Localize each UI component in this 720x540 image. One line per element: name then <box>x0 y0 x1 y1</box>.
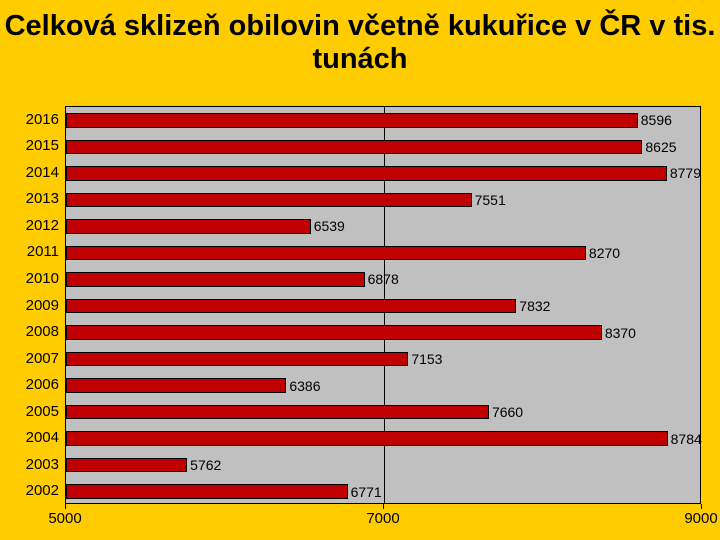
bar-value-label: 7832 <box>519 298 550 314</box>
y-axis-label: 2003 <box>10 456 59 473</box>
bar <box>66 484 348 499</box>
bar <box>66 378 286 393</box>
bar-value-label: 6771 <box>351 484 382 500</box>
bar <box>66 219 311 234</box>
y-axis-label: 2016 <box>10 111 59 128</box>
chart-title: Celková sklizeň obilovin včetně kukuřice… <box>0 10 720 77</box>
x-tick-mark <box>65 504 66 509</box>
y-axis-label: 2005 <box>10 403 59 420</box>
bar-value-label: 8370 <box>605 325 636 341</box>
y-axis-label: 2002 <box>10 482 59 499</box>
y-axis-label: 2014 <box>10 164 59 181</box>
bar-value-label: 8779 <box>670 165 701 181</box>
bar <box>66 325 602 340</box>
y-axis-label: 2009 <box>10 297 59 314</box>
bar-value-label: 8784 <box>671 431 702 447</box>
bar <box>66 431 668 446</box>
bar-value-label: 7660 <box>492 404 523 420</box>
y-axis-label: 2010 <box>10 270 59 287</box>
bar-value-label: 8596 <box>641 112 672 128</box>
bar-value-label: 6539 <box>314 218 345 234</box>
bar <box>66 299 516 314</box>
bar <box>66 166 667 181</box>
bar-value-label: 6878 <box>368 271 399 287</box>
bar-value-label: 6386 <box>289 378 320 394</box>
bar <box>66 405 489 420</box>
bar <box>66 352 408 367</box>
slide: Celková sklizeň obilovin včetně kukuřice… <box>0 0 720 540</box>
y-axis-label: 2004 <box>10 429 59 446</box>
y-axis-label: 2008 <box>10 323 59 340</box>
bar-value-label: 8625 <box>645 139 676 155</box>
x-axis-label: 5000 <box>35 510 95 527</box>
bar <box>66 272 365 287</box>
bar-value-label: 8270 <box>589 245 620 261</box>
x-axis-label: 7000 <box>353 510 413 527</box>
x-tick-mark <box>701 504 702 509</box>
chart-area: 8596 8625 8779 7551 6539 8270 6878 7832 8370 7153… <box>10 100 710 535</box>
plot-area: 8596 8625 8779 7551 6539 8270 6878 7832 8370 7153… <box>65 106 701 504</box>
x-tick-mark <box>383 504 384 509</box>
y-axis-label: 2015 <box>10 137 59 154</box>
bar <box>66 113 638 128</box>
y-axis-label: 2013 <box>10 190 59 207</box>
bar <box>66 193 472 208</box>
bar <box>66 140 642 155</box>
bar-value-label: 7551 <box>475 192 506 208</box>
bar-value-label: 5762 <box>190 457 221 473</box>
y-axis-label: 2011 <box>10 243 59 260</box>
y-axis-label: 2007 <box>10 350 59 367</box>
bar <box>66 246 586 261</box>
y-axis-label: 2012 <box>10 217 59 234</box>
bar-value-label: 7153 <box>411 351 442 367</box>
bar <box>66 458 187 473</box>
x-axis-label: 9000 <box>671 510 720 527</box>
y-axis-label: 2006 <box>10 376 59 393</box>
